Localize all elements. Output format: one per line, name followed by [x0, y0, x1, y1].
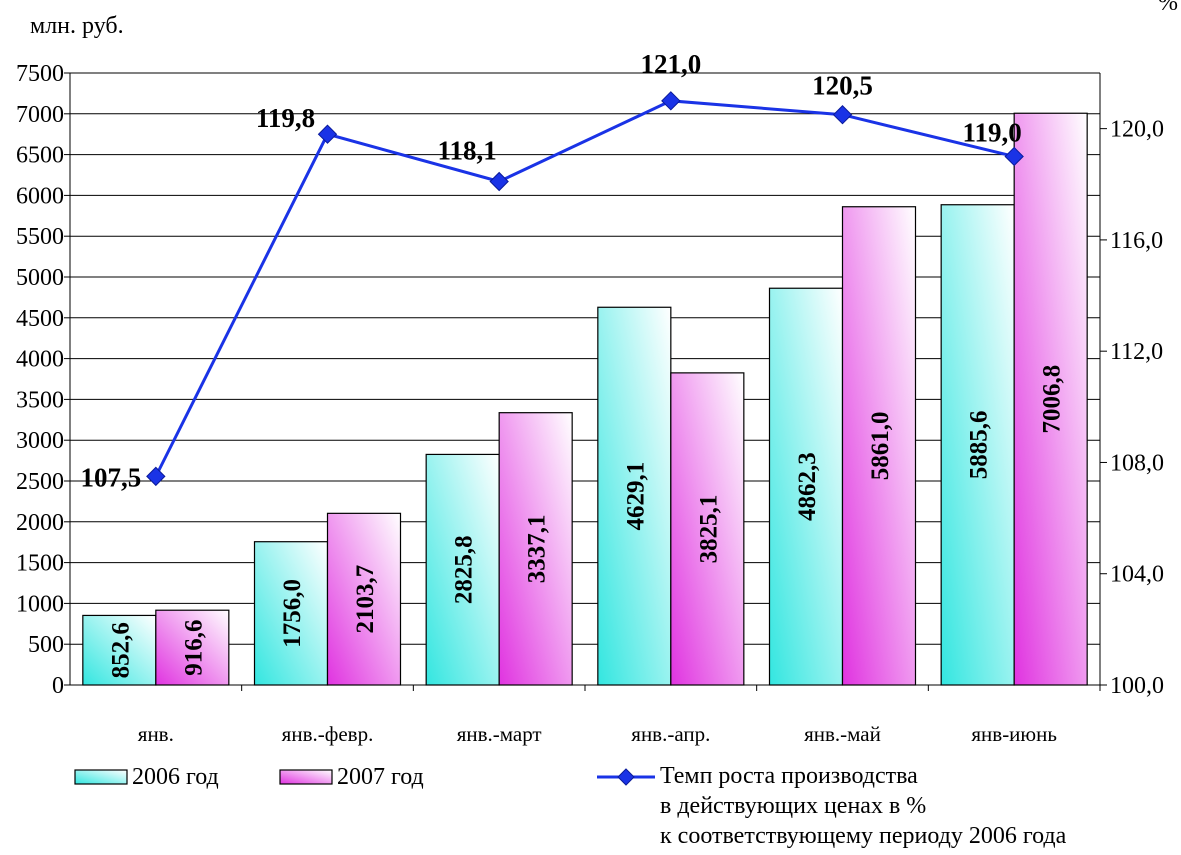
- bar-2007-4: [841, 206, 917, 686]
- bar-2007-5: [1013, 112, 1088, 686]
- growth-label-2: 118,1: [438, 135, 497, 165]
- right-axis-unit: %: [1158, 0, 1178, 16]
- legend-label-2006: 2006 год: [132, 764, 219, 790]
- bar-label-2006-2: 2825,8: [451, 535, 478, 604]
- bar-label-2007-2: 3337,1: [524, 514, 551, 583]
- growth-point-1: [317, 124, 338, 144]
- bar-label-2007-0: 916,6: [180, 619, 207, 675]
- left-tick-label-4: 2000: [16, 510, 64, 536]
- bar-label-2006-4: 4862,3: [794, 452, 821, 521]
- category-label-1: янв.-февр.: [282, 722, 374, 746]
- left-tick-label-7: 3500: [16, 387, 64, 413]
- right-tick-label-2: 108,0: [1110, 450, 1164, 476]
- left-tick-label-15: 7500: [16, 61, 64, 87]
- legend-swatch-2006: [74, 769, 128, 785]
- bar-2007-1: [326, 512, 402, 686]
- gridlines: [70, 72, 1100, 686]
- growth-point-4: [832, 105, 853, 125]
- legend-swatch-2007: [279, 769, 333, 785]
- left-tick-label-10: 5000: [16, 265, 64, 291]
- category-label-4: янв.-май: [804, 722, 881, 746]
- left-axis-unit: млн. руб.: [30, 13, 124, 39]
- growth-label-3: 121,0: [640, 49, 701, 79]
- data-labels: 852,6 916,6 1756,0 2103,7 2825,8 3337,1 4629,1…: [80, 49, 1065, 679]
- growth-line: [146, 91, 1024, 487]
- growth-label-1: 119,8: [256, 103, 315, 133]
- right-tick-label-0: 100,0: [1110, 673, 1164, 699]
- growth-label-0: 107,5: [80, 462, 141, 492]
- right-tick-label-5: 120,0: [1110, 117, 1164, 143]
- left-tick-label-5: 2500: [16, 469, 64, 495]
- left-tick-label-11: 5500: [16, 224, 64, 250]
- category-label-5: янв-июнь: [971, 722, 1057, 746]
- bar-2006-3: [597, 306, 672, 686]
- legend-label-2007: 2007 год: [337, 764, 424, 790]
- bar-label-2007-1: 2103,7: [352, 565, 379, 634]
- growth-point-2: [489, 171, 509, 192]
- axes: 0 500 1000 1500 2000 2500 3000 3500 4000 4500 5000…: [16, 61, 1164, 746]
- left-tick-label-2: 1000: [16, 591, 64, 617]
- bar-label-2006-3: 4629,1: [622, 462, 649, 531]
- category-label-2: янв.-март: [457, 722, 542, 746]
- bar-label-2006-1: 1756,0: [279, 579, 306, 648]
- category-label-0: янв.: [138, 722, 174, 746]
- growth-line-path: [154, 99, 1015, 478]
- growth-point-0: [146, 466, 166, 487]
- bar-2006-2: [425, 453, 500, 686]
- legend-line-marker: [617, 768, 635, 786]
- legend-line-label-2: к соответствующему периоду 2006 года: [660, 823, 1067, 849]
- right-tick-label-1: 104,0: [1110, 562, 1164, 588]
- growth-label-5: 119,0: [963, 117, 1022, 147]
- legend-line-label-1: в действующих ценах в %: [660, 793, 926, 819]
- left-tick-label-9: 4500: [16, 306, 64, 332]
- bar-label-2006-5: 5885,6: [966, 410, 993, 479]
- bars: [82, 112, 1088, 686]
- category-label-3: янв.-апр.: [631, 722, 710, 746]
- right-tick-label-3: 112,0: [1110, 339, 1163, 365]
- left-tick-label-8: 4000: [16, 347, 64, 373]
- left-tick-label-12: 6000: [16, 183, 64, 209]
- bar-label-2007-4: 5861,0: [867, 411, 894, 480]
- left-tick-label-6: 3000: [16, 428, 64, 454]
- growth-point-3: [661, 91, 681, 111]
- bar-2006-5: [940, 204, 1015, 686]
- bar-2007-2: [498, 412, 573, 686]
- bar-label-2007-3: 3825,1: [695, 495, 722, 564]
- growth-label-4: 120,5: [812, 71, 873, 101]
- left-tick-label-14: 7000: [16, 102, 64, 128]
- growth-point-5: [1004, 146, 1024, 167]
- right-tick-label-4: 116,0: [1110, 228, 1163, 254]
- left-tick-label-3: 1500: [16, 551, 64, 577]
- bar-label-2006-0: 852,6: [107, 622, 134, 678]
- legend-line-label-0: Темп роста производства: [660, 763, 918, 789]
- left-tick-label-1: 500: [28, 632, 64, 658]
- bar-2006-4: [768, 287, 844, 686]
- left-tick-label-13: 6500: [16, 143, 64, 169]
- bar-label-2007-5: 7006,8: [1039, 365, 1066, 434]
- legend: 2006 год 2007 год Темп роста производства в…: [74, 763, 1067, 849]
- left-tick-label-0: 0: [52, 673, 64, 699]
